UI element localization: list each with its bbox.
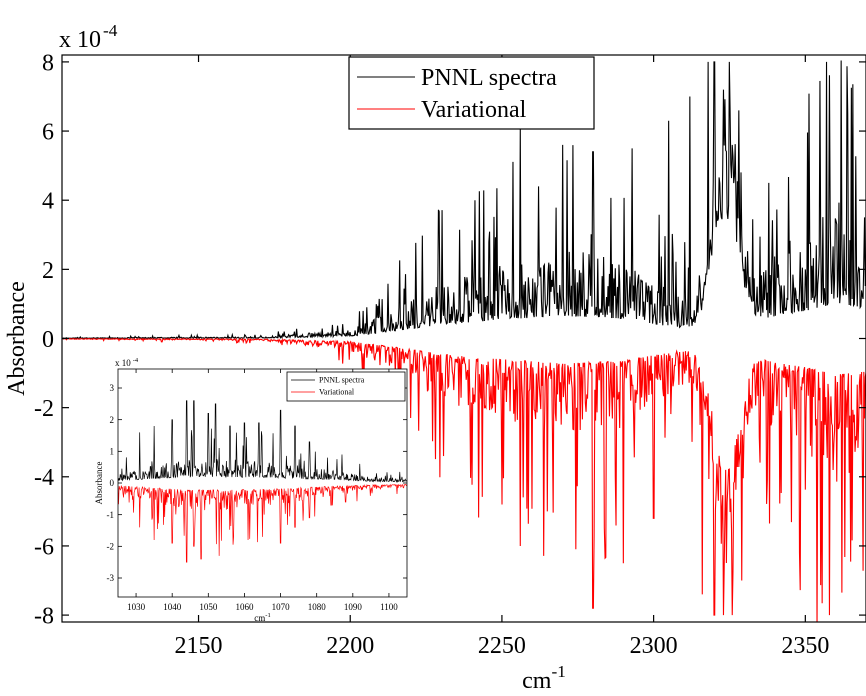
series-line-variational	[118, 483, 407, 563]
y-multiplier-base: x 10	[115, 358, 131, 368]
y-tick-label: 0	[42, 327, 54, 353]
x-tick-label: 1100	[380, 602, 398, 612]
y-tick-label: 1	[110, 446, 115, 456]
y-tick-label: 8	[42, 50, 54, 76]
series-group	[118, 400, 407, 563]
series-group	[62, 60, 866, 622]
x-axis-label-base: cm	[254, 613, 265, 623]
x-tick-label: 2350	[781, 633, 829, 659]
legend-label: Variational	[421, 97, 527, 123]
y-tick-label: 2	[110, 415, 115, 425]
y-tick-label: -2	[107, 541, 115, 551]
y-tick-label: -8	[34, 603, 54, 629]
x-tick-label: 2250	[478, 633, 526, 659]
series-line-variational	[62, 337, 866, 622]
y-tick-label: -4	[34, 465, 54, 491]
y-multiplier-exponent: -4	[103, 21, 118, 40]
x-axis-label-base: cm	[522, 668, 552, 691]
y-tick-label: -6	[34, 534, 54, 560]
x-tick-label: 1030	[127, 602, 146, 612]
x-axis-label-exponent: -1	[265, 612, 270, 619]
y-axis-label: Absorbance	[4, 281, 30, 396]
x-axis-label-exponent: -1	[551, 662, 565, 681]
y-tick-label: -3	[107, 573, 115, 583]
inset-plot: 1030 1040 1050 1060 1070 1080 1090 1100 -3 -2 -1 0 1…	[94, 357, 408, 623]
x-axis-label: cm-1	[254, 612, 270, 623]
legend-label: PNNL spectra	[421, 65, 557, 91]
series-line-pnnl	[118, 400, 407, 483]
y-tick-label: 6	[42, 119, 54, 145]
x-tick-label: 1090	[344, 602, 363, 612]
x-tick-label: 1070	[272, 602, 291, 612]
y-tick-label: -2	[34, 396, 54, 422]
legend-label: Variational	[319, 388, 355, 397]
x-tick-label: 2300	[630, 633, 678, 659]
y-axis-label: Absorbance	[94, 462, 104, 505]
x-tick-label: 1050	[199, 602, 218, 612]
y-multiplier-base: x 10	[59, 27, 101, 53]
legend-label: PNNL spectra	[319, 376, 365, 385]
legend-box	[348, 56, 595, 130]
y-tick-label: 0	[110, 478, 115, 488]
plot-background	[118, 369, 407, 597]
x-tick-label: 1060	[235, 602, 254, 612]
y-tick-label: 2	[42, 258, 54, 284]
y-tick-label: 3	[110, 383, 115, 393]
y-tick-label: -1	[107, 510, 115, 520]
x-tick-label: 2200	[326, 633, 374, 659]
x-tick-label: 2150	[175, 633, 223, 659]
x-tick-label: 1080	[308, 602, 327, 612]
series-line-pnnl	[62, 60, 866, 340]
y-tick-label: 4	[42, 189, 54, 215]
x-axis-label: cm-1	[522, 662, 566, 691]
y-multiplier: x 10 -4	[59, 21, 118, 53]
legend-box	[286, 371, 406, 402]
y-multiplier: x 10 -4	[115, 357, 139, 368]
x-tick-label: 1040	[163, 602, 182, 612]
y-multiplier-exponent: -4	[133, 357, 139, 364]
